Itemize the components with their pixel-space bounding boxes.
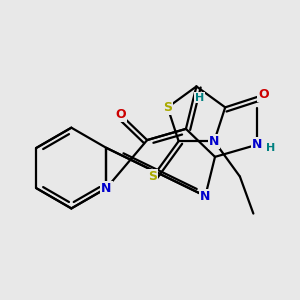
Text: N: N <box>101 182 112 195</box>
Text: N: N <box>252 138 262 151</box>
Text: S: S <box>163 101 172 114</box>
Text: N: N <box>200 190 211 202</box>
Text: N: N <box>209 135 219 148</box>
Text: O: O <box>115 108 126 121</box>
Text: S: S <box>148 170 158 183</box>
Text: H: H <box>195 93 204 103</box>
Text: H: H <box>266 143 275 153</box>
Text: O: O <box>258 88 269 101</box>
